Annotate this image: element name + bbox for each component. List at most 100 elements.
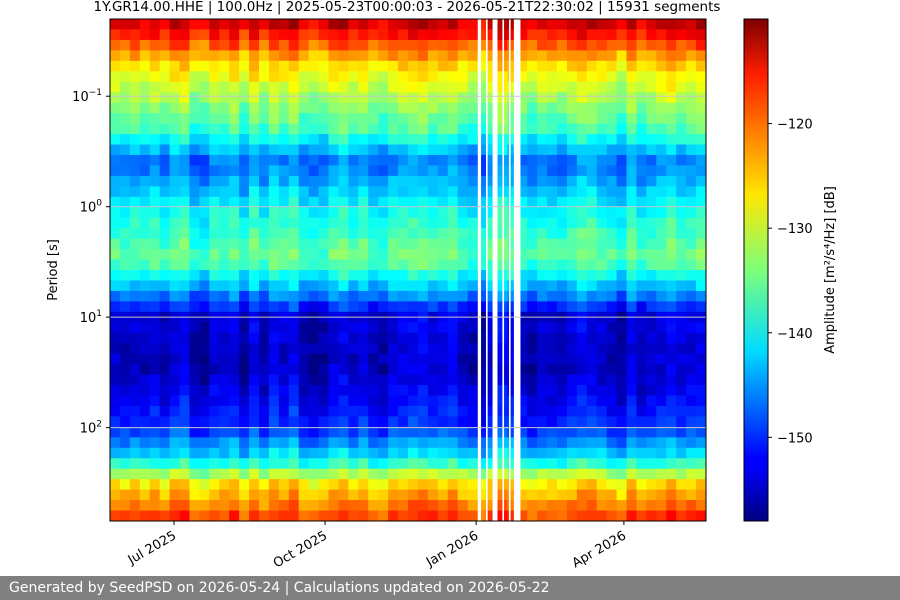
heatmap-cell <box>616 123 628 135</box>
heatmap-cell <box>417 81 429 93</box>
heatmap-cell <box>417 228 429 240</box>
heatmap-cell <box>229 479 240 491</box>
heatmap-cell <box>298 228 310 240</box>
heatmap-cell <box>656 259 667 271</box>
heatmap-cell <box>268 426 280 438</box>
heatmap-cell <box>318 196 330 208</box>
heatmap-cell <box>298 468 310 480</box>
heatmap-cell <box>666 134 677 146</box>
heatmap-cell <box>666 343 677 355</box>
heatmap-cell <box>179 39 191 51</box>
heatmap-cell <box>368 196 379 208</box>
heatmap-cell <box>626 207 638 219</box>
heatmap-cell <box>219 270 230 282</box>
heatmap-cell <box>576 50 588 62</box>
heatmap-cell <box>447 196 459 208</box>
heatmap-cell <box>259 154 270 167</box>
heatmap-cell <box>308 510 320 521</box>
heatmap-cell <box>308 468 320 480</box>
heatmap-cell <box>348 301 359 313</box>
heatmap-cell <box>606 468 618 480</box>
heatmap-cell <box>427 343 439 355</box>
heatmap-cell <box>666 510 677 521</box>
heatmap-cell <box>616 426 628 438</box>
heatmap-cell <box>199 458 210 470</box>
heatmap-cell <box>308 92 320 104</box>
heatmap-cell <box>378 374 389 386</box>
heatmap-cell <box>696 154 706 167</box>
heatmap-cell <box>338 500 349 512</box>
heatmap-cell <box>219 39 230 51</box>
heatmap-cell <box>259 416 270 428</box>
heatmap-cell <box>547 113 558 125</box>
heatmap-cell <box>259 207 270 219</box>
heatmap-cell <box>239 71 250 83</box>
heatmap-cell <box>239 228 250 240</box>
heatmap-cell <box>368 217 379 229</box>
heatmap-cell <box>666 19 677 31</box>
heatmap-cell <box>318 207 330 219</box>
heatmap-cell <box>358 217 369 229</box>
heatmap-cell <box>129 217 141 229</box>
heatmap-cell <box>557 270 568 282</box>
heatmap-cell <box>576 458 588 470</box>
heatmap-cell <box>149 270 161 282</box>
heatmap-cell <box>119 113 131 125</box>
heatmap-cell <box>368 249 379 261</box>
heatmap-cell <box>586 416 598 428</box>
heatmap-cell <box>586 50 598 62</box>
heatmap-cell <box>388 437 399 449</box>
heatmap-cell <box>636 458 647 470</box>
heatmap-cell <box>507 479 518 491</box>
heatmap-cell <box>378 489 389 501</box>
heatmap-cell <box>139 165 151 177</box>
heatmap-cell <box>268 479 280 491</box>
heatmap-cell <box>467 322 479 334</box>
heatmap-cell <box>537 458 548 470</box>
heatmap-cell <box>626 81 638 93</box>
heatmap-cell <box>288 437 300 449</box>
heatmap-cell <box>358 332 369 344</box>
heatmap-cell <box>676 458 687 470</box>
heatmap-cell <box>646 196 657 208</box>
heatmap-cell <box>537 123 548 135</box>
heatmap-cell <box>119 50 131 62</box>
heatmap-cell <box>527 29 538 41</box>
heatmap-cell <box>596 123 608 135</box>
heatmap-cell <box>517 270 528 282</box>
heatmap-cell <box>646 395 657 407</box>
heatmap-cell <box>348 175 359 187</box>
heatmap-cell <box>398 60 409 72</box>
heatmap-cell <box>636 165 647 177</box>
heatmap-cell <box>159 217 171 229</box>
heatmap-cell <box>457 353 469 365</box>
heatmap-cell <box>288 102 300 114</box>
heatmap-cell <box>378 479 389 491</box>
heatmap-cell <box>189 144 200 156</box>
heatmap-cell <box>547 165 558 177</box>
heatmap-cell <box>527 353 538 365</box>
heatmap-cell <box>308 81 320 93</box>
heatmap-cell <box>557 207 568 219</box>
heatmap-cell <box>427 92 439 104</box>
heatmap-cell <box>676 385 687 397</box>
heatmap-cell <box>447 374 459 386</box>
heatmap-cell <box>557 385 568 397</box>
heatmap-cell <box>229 280 240 292</box>
heatmap-cell <box>507 165 518 177</box>
heatmap-cell <box>110 144 121 156</box>
heatmap-cell <box>110 395 121 407</box>
heatmap-cell <box>408 113 419 125</box>
heatmap-cell <box>467 458 479 470</box>
heatmap-cell <box>119 343 131 355</box>
heatmap-cell <box>388 374 399 386</box>
heatmap-cell <box>676 322 687 334</box>
heatmap-cell <box>110 385 121 397</box>
heatmap-cell <box>338 290 349 302</box>
heatmap-cell <box>328 405 340 418</box>
heatmap-cell <box>119 500 131 512</box>
heatmap-cell <box>119 405 131 418</box>
heatmap-cell <box>278 510 290 521</box>
heatmap-cell <box>189 426 200 438</box>
heatmap-cell <box>368 468 379 480</box>
